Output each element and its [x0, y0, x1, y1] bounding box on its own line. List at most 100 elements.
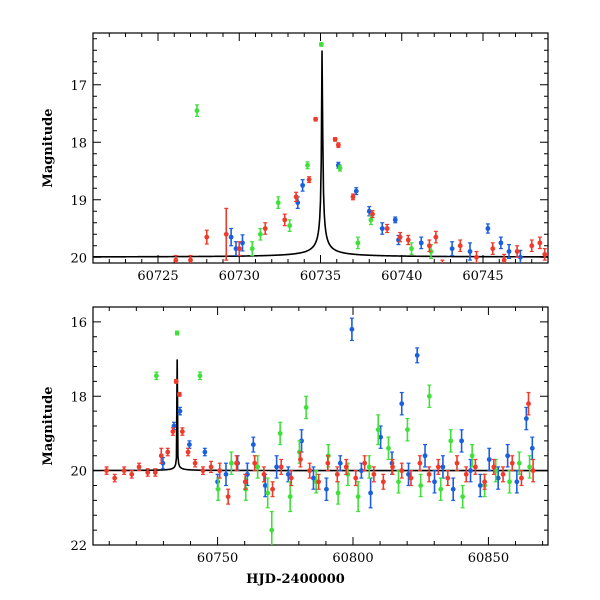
data-points-group — [173, 42, 548, 268]
green-data-point — [438, 486, 444, 492]
red-data-point — [433, 234, 439, 240]
red-data-point — [217, 468, 223, 474]
red-data-point — [307, 468, 313, 474]
bottom-x-axis-label: HJD-2400000 — [246, 572, 345, 587]
red-data-point — [537, 240, 543, 246]
red-data-point — [384, 226, 390, 231]
blue-data-point — [358, 468, 364, 474]
blue-data-point — [392, 217, 398, 223]
blue-data-point — [485, 226, 491, 231]
green-data-point — [375, 427, 381, 433]
red-data-point — [293, 194, 299, 200]
red-data-point — [325, 460, 331, 466]
red-data-point — [335, 142, 341, 148]
blue-data-point — [449, 246, 455, 252]
blue-data-point — [177, 408, 183, 414]
y-tick-label: 19 — [70, 194, 87, 209]
red-data-point — [208, 464, 214, 470]
red-data-point — [313, 116, 319, 122]
red-data-point — [179, 429, 185, 434]
blue-data-point — [477, 483, 483, 488]
green-data-point — [386, 445, 391, 451]
blue-data-point — [244, 471, 250, 477]
green-data-point — [355, 494, 361, 500]
blue-data-point — [187, 442, 192, 447]
green-data-point — [287, 494, 293, 500]
model-light-curve — [93, 50, 548, 258]
green-data-point — [153, 373, 159, 379]
green-data-point — [516, 460, 522, 466]
x-tick-label: 60740 — [381, 269, 422, 284]
blue-data-point — [228, 234, 234, 240]
green-data-point — [507, 479, 512, 485]
red-data-point — [316, 479, 322, 485]
y-tick-label: 22 — [70, 539, 87, 554]
blue-data-point — [505, 453, 511, 459]
green-data-point — [337, 165, 343, 171]
green-data-point — [174, 330, 180, 336]
blue-data-point — [467, 249, 473, 254]
red-data-point — [223, 231, 229, 237]
red-data-point — [121, 468, 127, 474]
red-data-point — [173, 257, 179, 263]
red-data-point — [440, 263, 445, 268]
green-data-point — [255, 464, 261, 470]
blue-data-point — [274, 464, 280, 470]
green-data-point — [527, 464, 532, 470]
red-data-point — [501, 257, 507, 263]
blue-data-point — [498, 240, 504, 246]
blue-data-point — [495, 475, 501, 481]
blue-data-point — [324, 486, 329, 492]
x-tick-label: 60750 — [197, 551, 238, 566]
red-data-point — [282, 217, 288, 223]
green-data-point — [396, 479, 401, 485]
top-y-axis-label: Magnitude — [41, 108, 56, 187]
blue-data-point — [406, 471, 411, 477]
green-data-point — [305, 162, 310, 168]
red-data-point — [278, 464, 284, 470]
red-data-point — [129, 471, 135, 477]
red-data-point — [454, 460, 460, 466]
red-data-point — [176, 391, 182, 397]
y-tick-label: 18 — [70, 390, 87, 405]
green-data-point — [249, 246, 255, 252]
red-data-point — [500, 471, 506, 477]
green-data-point — [277, 431, 283, 436]
blue-data-point — [514, 479, 520, 485]
x-tick-label: 60850 — [468, 551, 509, 566]
green-data-point — [368, 217, 374, 223]
blue-data-point — [459, 438, 465, 444]
green-data-point — [418, 483, 424, 488]
blue-data-point — [349, 326, 355, 332]
y-tick-label: 20 — [70, 251, 87, 266]
green-data-point — [405, 427, 410, 433]
red-data-point — [490, 246, 496, 252]
green-data-point — [460, 494, 466, 500]
red-data-point — [474, 254, 479, 260]
green-data-point — [269, 527, 275, 533]
blue-data-point — [529, 445, 535, 451]
red-data-point — [200, 468, 206, 474]
red-data-point — [288, 475, 294, 481]
blue-data-point — [506, 249, 512, 254]
red-data-point — [426, 243, 432, 249]
red-data-point — [234, 460, 239, 466]
blue-data-point — [250, 442, 256, 447]
red-data-point — [417, 460, 423, 466]
red-data-point — [397, 234, 403, 240]
blue-data-point — [300, 182, 306, 188]
red-data-point — [170, 429, 176, 434]
red-data-point — [426, 471, 432, 477]
red-data-point — [509, 460, 515, 466]
red-data-point — [252, 460, 258, 466]
x-tick-label: 60730 — [219, 269, 260, 284]
x-tick-label: 60725 — [137, 269, 178, 284]
blue-data-point — [366, 208, 372, 214]
red-data-point — [390, 464, 395, 470]
blue-data-point — [311, 475, 316, 481]
blue-data-point — [240, 240, 245, 246]
red-data-point — [152, 470, 158, 475]
red-data-point — [457, 243, 463, 249]
